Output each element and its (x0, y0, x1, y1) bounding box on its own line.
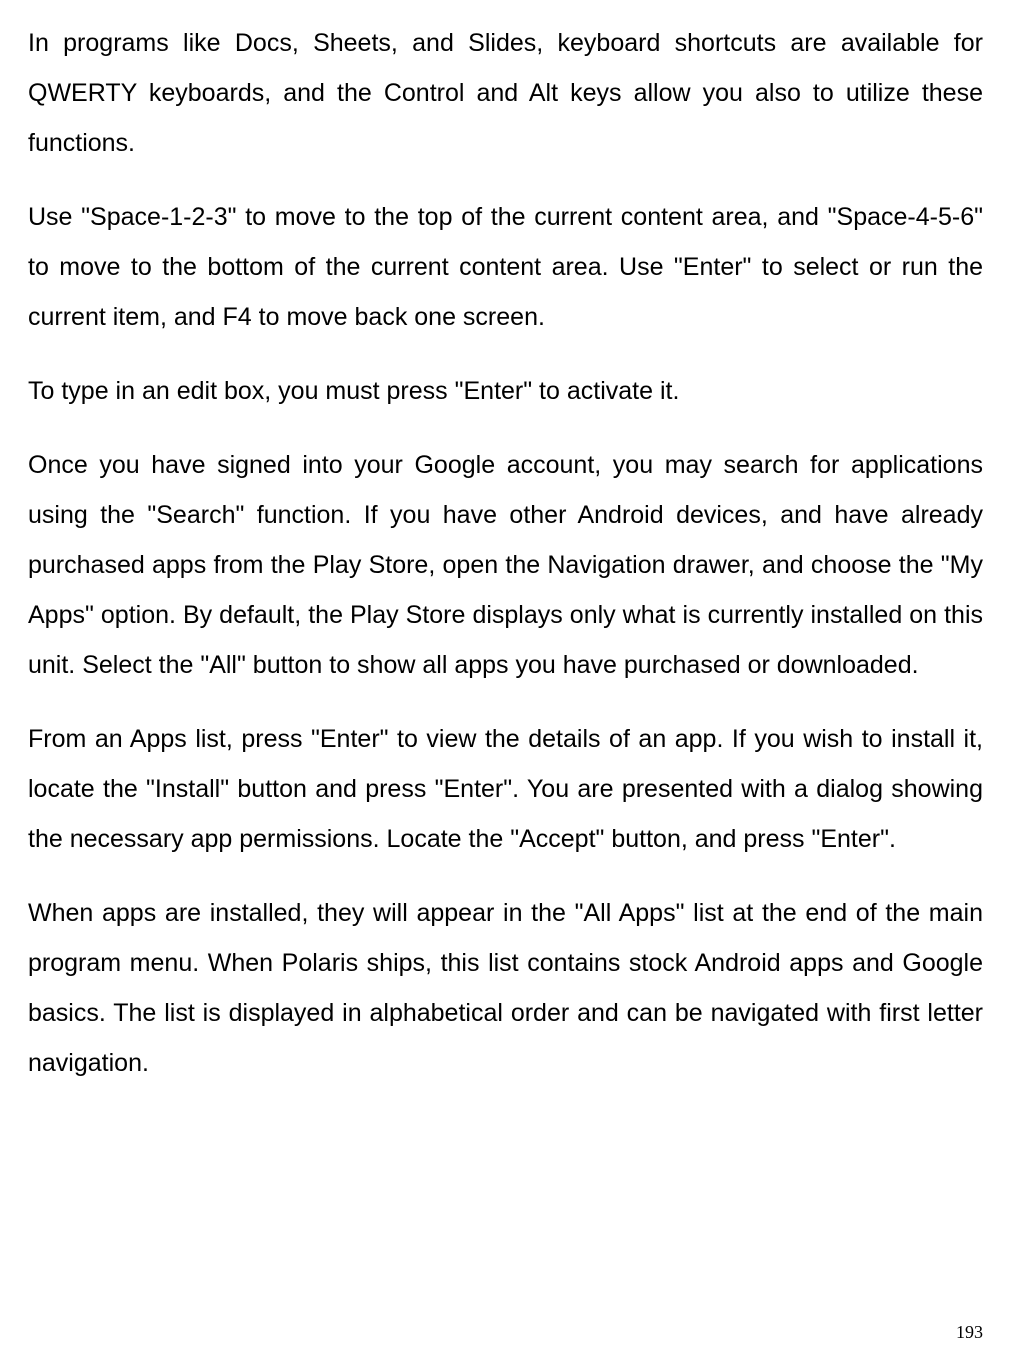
body-paragraph: When apps are installed, they will appea… (28, 888, 983, 1088)
body-paragraph: From an Apps list, press "Enter" to view… (28, 714, 983, 864)
body-paragraph: Once you have signed into your Google ac… (28, 440, 983, 690)
body-paragraph: In programs like Docs, Sheets, and Slide… (28, 18, 983, 168)
body-paragraph: To type in an edit box, you must press "… (28, 366, 983, 416)
page-number: 193 (956, 1322, 983, 1343)
body-paragraph: Use "Space-1-2-3" to move to the top of … (28, 192, 983, 342)
